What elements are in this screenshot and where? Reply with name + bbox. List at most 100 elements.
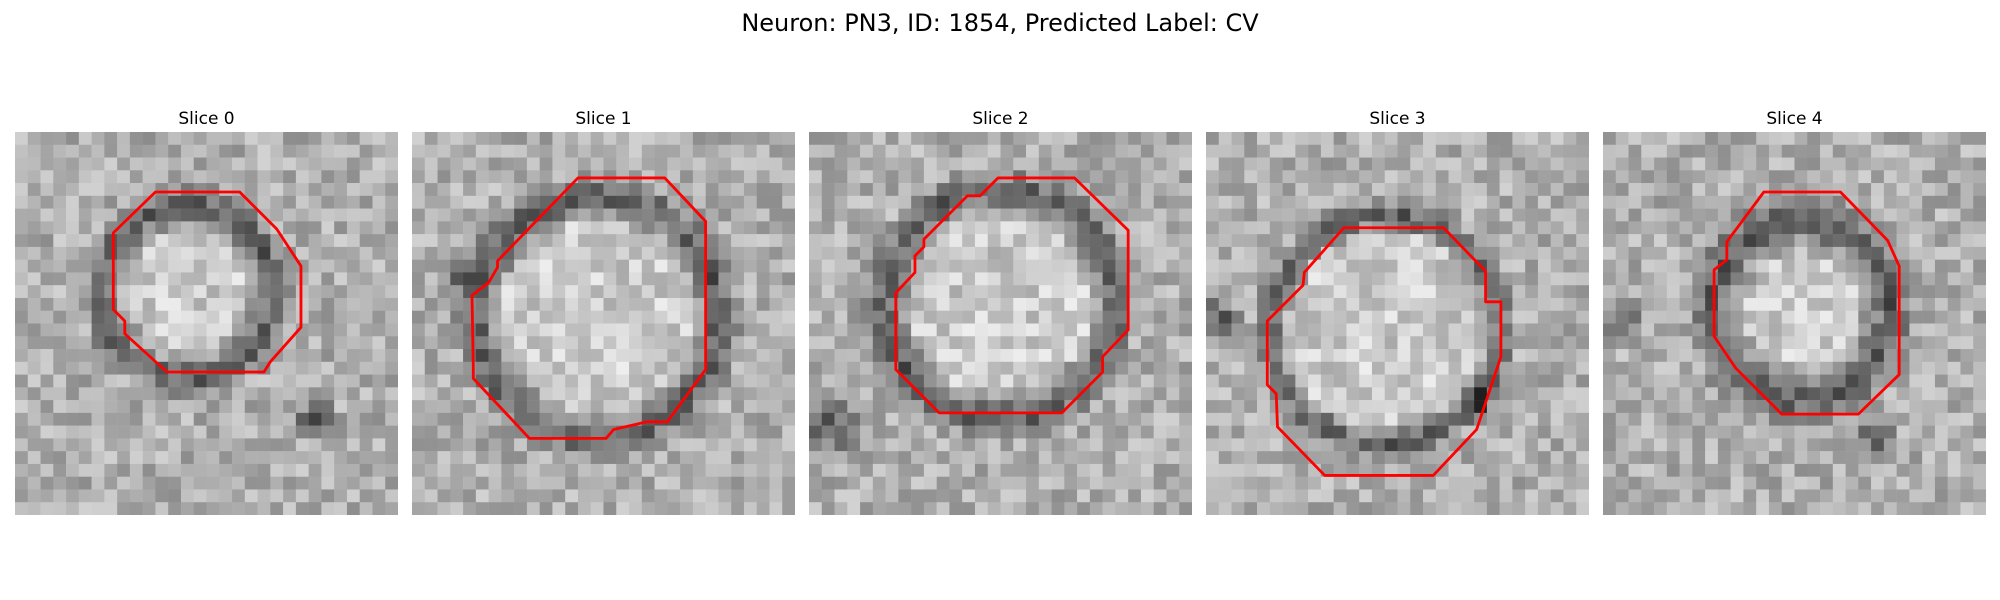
image-pixel <box>1474 476 1488 490</box>
image-pixel <box>847 463 861 477</box>
image-pixel <box>654 425 668 439</box>
image-pixel <box>501 144 515 158</box>
image-pixel <box>257 412 271 426</box>
image-pixel <box>359 502 373 515</box>
image-pixel <box>577 438 591 452</box>
image-pixel <box>1871 132 1885 146</box>
image-pixel <box>936 310 950 324</box>
image-pixel <box>1820 374 1834 388</box>
image-pixel <box>552 489 566 503</box>
image-pixel <box>1244 144 1258 158</box>
image-pixel <box>1308 349 1322 363</box>
image-pixel <box>1654 438 1668 452</box>
image-pixel <box>962 412 976 426</box>
image-pixel <box>346 438 360 452</box>
image-pixel <box>590 502 604 515</box>
image-pixel <box>1692 400 1706 414</box>
image-pixel <box>654 387 668 401</box>
image-pixel <box>206 144 220 158</box>
image-pixel <box>743 132 757 146</box>
image-pixel <box>1486 208 1500 222</box>
image-pixel <box>1858 297 1872 311</box>
image-pixel <box>1756 412 1770 426</box>
image-pixel <box>1102 195 1116 209</box>
image-pixel <box>1026 361 1040 375</box>
image-pixel <box>91 144 105 158</box>
image-pixel <box>872 412 886 426</box>
image-pixel <box>1679 285 1693 299</box>
image-pixel <box>295 438 309 452</box>
image-pixel <box>718 157 732 171</box>
image-pixel <box>1960 412 1974 426</box>
image-pixel <box>1576 221 1589 235</box>
image-pixel <box>577 144 591 158</box>
image-pixel <box>705 489 719 503</box>
image-pixel <box>590 463 604 477</box>
image-pixel <box>743 297 757 311</box>
image-pixel <box>475 157 489 171</box>
image-pixel <box>308 451 322 465</box>
image-pixel <box>1820 221 1834 235</box>
image-pixel <box>654 400 668 414</box>
image-pixel <box>847 221 861 235</box>
image-pixel <box>552 144 566 158</box>
image-pixel <box>718 285 732 299</box>
image-pixel <box>936 144 950 158</box>
image-pixel <box>692 349 706 363</box>
image-pixel <box>1692 323 1706 337</box>
image-pixel <box>1705 183 1719 197</box>
image-pixel <box>641 221 655 235</box>
image-pixel <box>1871 425 1885 439</box>
image-pixel <box>809 132 823 146</box>
image-pixel <box>1794 272 1808 286</box>
image-pixel <box>603 132 617 146</box>
image-pixel <box>1218 323 1232 337</box>
image-pixel <box>1641 234 1655 248</box>
image-pixel <box>385 132 398 146</box>
image-pixel <box>270 438 284 452</box>
image-pixel <box>526 476 540 490</box>
image-pixel <box>27 438 41 452</box>
image-pixel <box>1013 438 1027 452</box>
image-pixel <box>565 463 579 477</box>
image-pixel <box>782 438 795 452</box>
image-pixel <box>1282 157 1296 171</box>
image-pixel <box>1423 438 1437 452</box>
image-pixel <box>1705 170 1719 184</box>
image-pixel <box>104 349 118 363</box>
image-pixel <box>1077 502 1091 515</box>
image-pixel <box>53 132 67 146</box>
image-pixel <box>1282 387 1296 401</box>
image-pixel <box>1102 183 1116 197</box>
image-pixel <box>91 132 105 146</box>
image-pixel <box>1641 476 1655 490</box>
image-pixel <box>1140 234 1154 248</box>
image-pixel <box>257 323 271 337</box>
image-pixel <box>731 502 745 515</box>
image-pixel <box>385 349 398 363</box>
image-pixel <box>718 425 732 439</box>
image-pixel <box>705 208 719 222</box>
image-pixel <box>283 387 297 401</box>
image-pixel <box>565 297 579 311</box>
image-pixel <box>1563 361 1577 375</box>
image-pixel <box>705 195 719 209</box>
image-pixel <box>412 476 426 490</box>
image-pixel <box>104 412 118 426</box>
image-pixel <box>654 502 668 515</box>
image-pixel <box>1960 234 1974 248</box>
image-pixel <box>1000 234 1014 248</box>
image-pixel <box>769 310 783 324</box>
image-pixel <box>1692 310 1706 324</box>
image-pixel <box>821 387 835 401</box>
image-pixel <box>295 361 309 375</box>
image-pixel <box>437 374 451 388</box>
image-pixel <box>1064 400 1078 414</box>
image-pixel <box>1934 387 1948 401</box>
image-pixel <box>385 272 398 286</box>
image-pixel <box>962 310 976 324</box>
image-pixel <box>1820 451 1834 465</box>
image-pixel <box>1563 502 1577 515</box>
image-pixel <box>1794 323 1808 337</box>
image-pixel <box>718 361 732 375</box>
